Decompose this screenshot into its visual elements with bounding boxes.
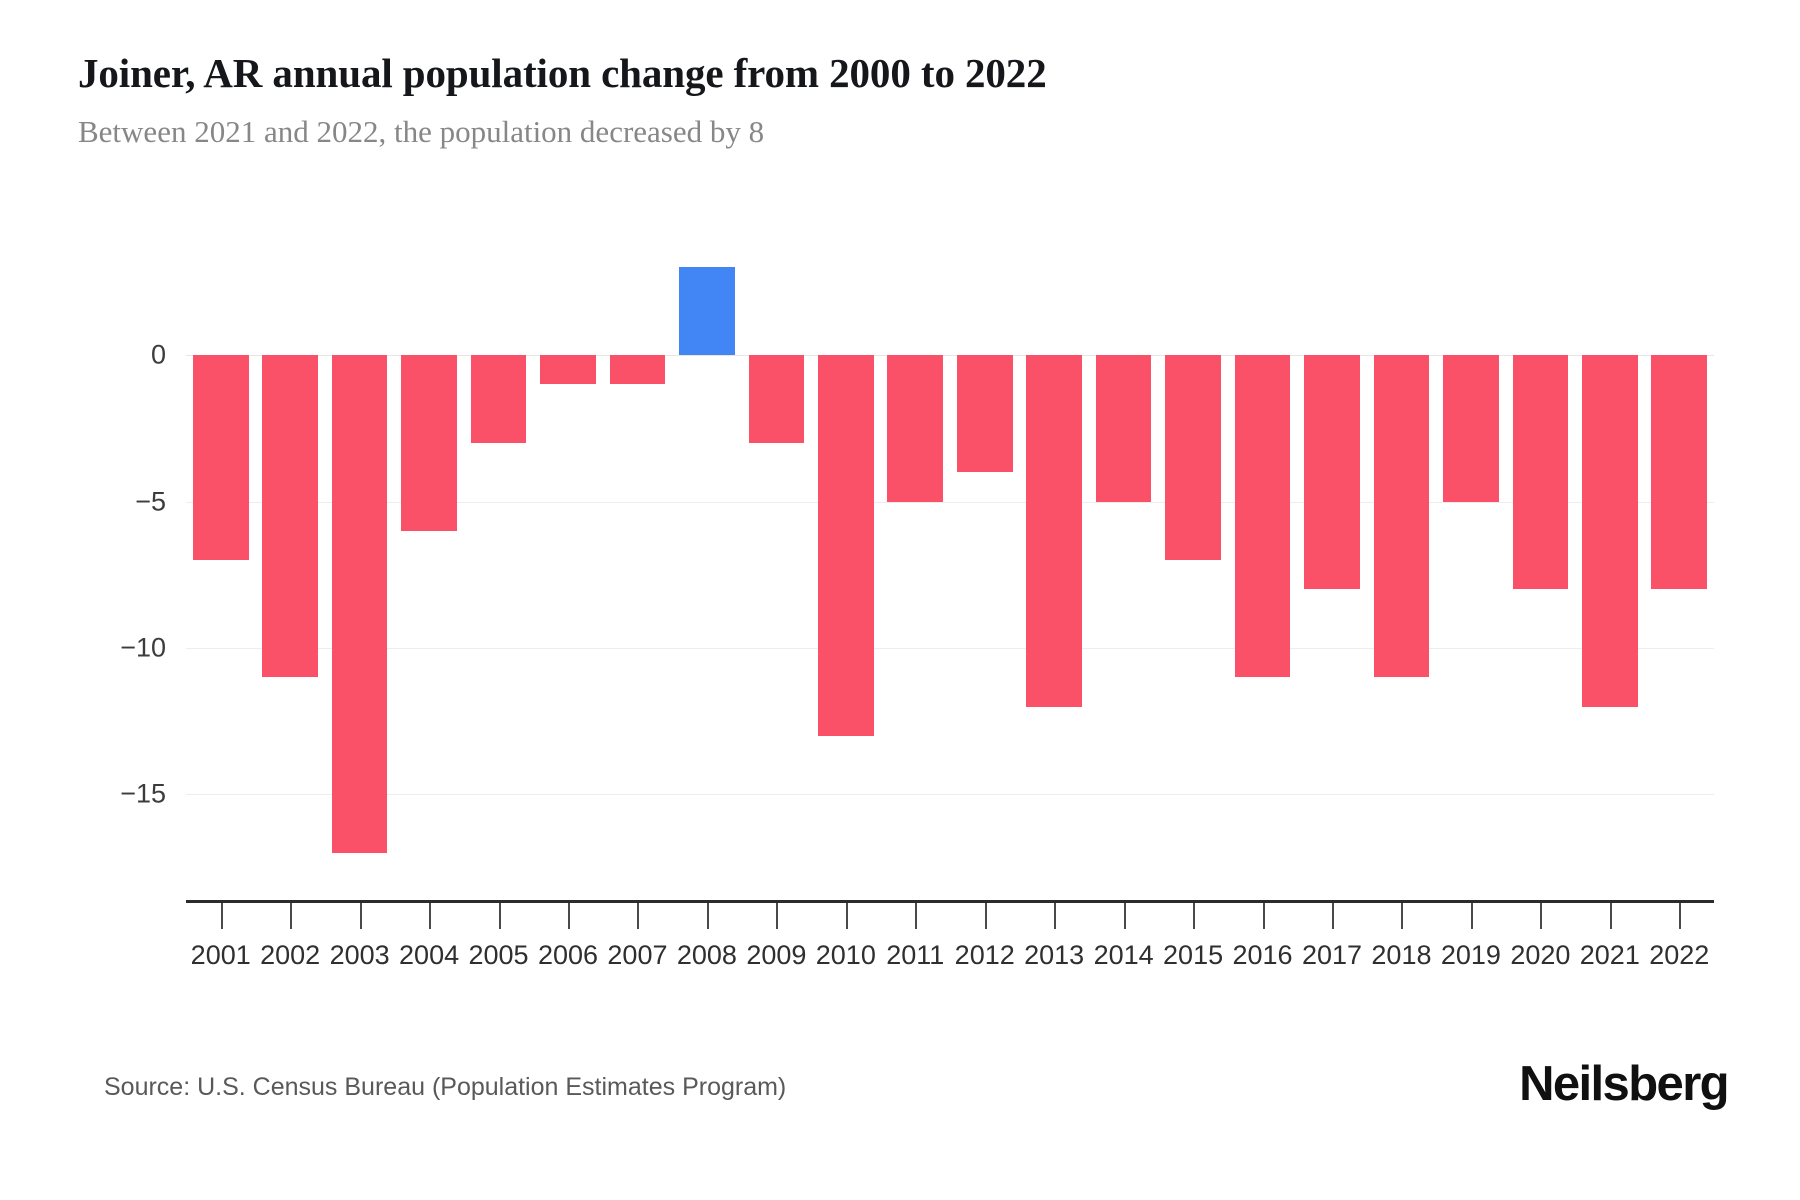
x-axis-tick-marks xyxy=(186,903,1714,929)
x-axis-tick-label-2011: 2011 xyxy=(886,940,945,970)
brand-logo: Neilsberg xyxy=(1519,1057,1730,1111)
chart-header: Joiner, AR annual population change from… xyxy=(78,48,1728,152)
bar-2014[interactable] xyxy=(1095,355,1152,502)
x-axis-tick xyxy=(776,903,779,929)
bar-2022[interactable] xyxy=(1651,355,1708,590)
gridline xyxy=(186,355,1714,357)
x-axis-tick-label-2016: 2016 xyxy=(1232,940,1293,970)
x-axis-tick xyxy=(1262,903,1265,929)
x-axis-tick xyxy=(1540,903,1543,929)
x-axis-tick-label-2003: 2003 xyxy=(329,940,390,970)
x-axis-tick xyxy=(220,903,223,929)
bar-2018[interactable] xyxy=(1373,355,1430,678)
bar-2008[interactable] xyxy=(679,267,735,356)
x-axis-tick-label-2022: 2022 xyxy=(1649,940,1710,970)
x-axis-tick xyxy=(984,903,987,929)
bar-2010[interactable] xyxy=(818,355,874,736)
x-axis-tick-label-2001: 2001 xyxy=(190,940,251,970)
bar-2017[interactable] xyxy=(1304,355,1360,590)
x-axis-tick xyxy=(568,903,570,929)
gridline xyxy=(186,647,1714,649)
x-axis-tick-label-2020: 2020 xyxy=(1510,940,1571,970)
bar-2011[interactable] xyxy=(887,355,944,502)
x-axis-tick xyxy=(1332,903,1334,929)
bar-2009[interactable] xyxy=(748,355,805,443)
source-note: Source: U.S. Census Bureau (Population E… xyxy=(104,1073,787,1101)
x-axis-tick-label-2018: 2018 xyxy=(1371,940,1432,970)
y-axis-tick-label: −10 xyxy=(120,632,166,663)
page-title: Joiner, AR annual population change from… xyxy=(78,50,1047,96)
bar-2021[interactable] xyxy=(1582,355,1638,707)
x-axis-tick-label-2012: 2012 xyxy=(954,940,1015,970)
y-axis-tick-label: −5 xyxy=(135,486,166,516)
x-axis-tick-labels: 2001 2002 2003 2004 2005 2006 2007 2008 2009 2010… xyxy=(186,940,1714,980)
x-axis-tick-label-2008: 2008 xyxy=(676,940,737,970)
x-axis-tick-label-2007: 2007 xyxy=(607,940,668,970)
gridline xyxy=(186,794,1714,796)
x-axis-tick xyxy=(1470,903,1473,929)
x-axis-tick xyxy=(1679,903,1682,929)
x-axis-tick-label-2010: 2010 xyxy=(815,940,876,970)
chart-subtitle: Between 2021 and 2022, the population de… xyxy=(78,114,765,149)
y-axis-tick-label: −15 xyxy=(120,778,166,809)
bar-2013[interactable] xyxy=(1026,355,1082,707)
bar-2001[interactable] xyxy=(192,355,249,561)
bar-2004[interactable] xyxy=(401,355,457,531)
x-axis-tick xyxy=(359,903,362,929)
x-axis-tick xyxy=(498,903,501,929)
x-axis-tick xyxy=(915,903,918,929)
x-axis-tick-label-2014: 2014 xyxy=(1093,940,1154,970)
bar-group xyxy=(186,232,1714,897)
x-axis-tick xyxy=(429,903,432,929)
bar-2002[interactable] xyxy=(262,355,318,678)
x-axis-tick-label-2019: 2019 xyxy=(1440,940,1501,970)
bar-2016[interactable] xyxy=(1234,355,1291,678)
y-axis-tick-label: 0 xyxy=(150,339,166,370)
plot-canvas xyxy=(186,232,1714,897)
x-axis-tick xyxy=(1054,903,1057,929)
x-axis-tick xyxy=(1123,903,1126,929)
x-axis-tick-label-2017: 2017 xyxy=(1301,940,1363,970)
bar-2007[interactable] xyxy=(609,355,666,385)
bar-2005[interactable] xyxy=(470,355,527,443)
x-axis-tick-label-2021: 2021 xyxy=(1579,940,1640,970)
x-axis-tick-label-2006: 2006 xyxy=(537,940,599,970)
x-axis-tick-label-2009: 2009 xyxy=(746,940,807,970)
x-axis-tick xyxy=(637,903,640,929)
gridline xyxy=(186,501,1714,503)
x-axis-tick-label-2015: 2015 xyxy=(1163,940,1224,970)
bar-2006[interactable] xyxy=(540,355,596,385)
x-axis-line xyxy=(186,900,1714,903)
x-axis-tick-label-2002: 2002 xyxy=(260,940,321,970)
x-axis-tick xyxy=(1609,903,1612,929)
bar-2019[interactable] xyxy=(1443,355,1499,502)
x-axis-tick xyxy=(845,903,848,929)
bar-2012[interactable] xyxy=(956,355,1013,473)
x-axis-tick xyxy=(1193,903,1196,929)
x-axis-tick-label-2013: 2013 xyxy=(1024,940,1085,970)
x-axis-tick xyxy=(290,903,293,929)
bar-2020[interactable] xyxy=(1512,355,1569,590)
x-axis-tick xyxy=(1401,903,1404,929)
x-axis-tick-label-2004: 2004 xyxy=(399,940,460,970)
bar-2015[interactable] xyxy=(1165,355,1221,561)
x-axis-tick xyxy=(706,903,709,929)
bar-2003[interactable] xyxy=(331,355,388,854)
x-axis-tick-label-2005: 2005 xyxy=(468,940,529,970)
